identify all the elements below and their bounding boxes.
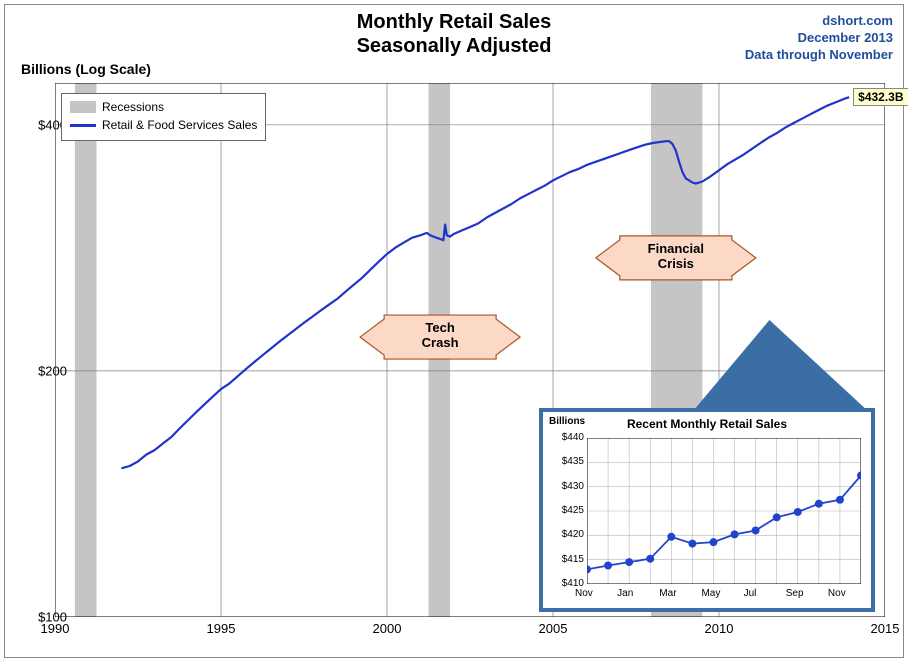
end-value-text: $432.3B bbox=[858, 90, 903, 104]
legend-item-series: Retail & Food Services Sales bbox=[70, 116, 257, 134]
xtick-label: 1990 bbox=[41, 621, 70, 636]
inset-ytick-label: $420 bbox=[562, 529, 584, 540]
inset-ytick-label: $440 bbox=[562, 432, 584, 443]
source-site: dshort.com bbox=[745, 13, 893, 30]
inset-xtick-label: Sep bbox=[786, 588, 804, 599]
source-attribution: dshort.com December 2013 Data through No… bbox=[745, 13, 893, 64]
legend-swatch-line bbox=[70, 124, 96, 127]
legend-label-series: Retail & Food Services Sales bbox=[102, 118, 257, 132]
legend-label-recessions: Recessions bbox=[102, 100, 164, 114]
legend-swatch-recession bbox=[70, 101, 96, 113]
xtick-label: 2015 bbox=[871, 621, 900, 636]
xtick-label: 2010 bbox=[705, 621, 734, 636]
inset-xtick-label: May bbox=[701, 588, 720, 599]
inset-xtick-label: Jul bbox=[744, 588, 757, 599]
inset-xtick-label: Nov bbox=[828, 588, 846, 599]
inset-title: Recent Monthly Retail Sales bbox=[543, 417, 871, 431]
inset-ytick-label: $435 bbox=[562, 456, 584, 467]
chart-frame: Monthly Retail Sales Seasonally Adjusted… bbox=[4, 4, 904, 658]
xtick-label: 2000 bbox=[373, 621, 402, 636]
xtick-label: 2005 bbox=[539, 621, 568, 636]
source-date: December 2013 bbox=[745, 30, 893, 47]
inset-ytick-label: $425 bbox=[562, 505, 584, 516]
inset-ytick-label: $415 bbox=[562, 554, 584, 565]
xtick-label: 1995 bbox=[207, 621, 236, 636]
end-value-badge: $432.3B bbox=[853, 88, 908, 106]
legend: Recessions Retail & Food Services Sales bbox=[61, 93, 266, 141]
inset-ytick-label: $430 bbox=[562, 481, 584, 492]
inset-xtick-label: Nov bbox=[575, 588, 593, 599]
ytick-label: $200 bbox=[38, 363, 67, 378]
inset-xtick-label: Mar bbox=[659, 588, 676, 599]
source-range: Data through November bbox=[745, 47, 893, 64]
legend-item-recessions: Recessions bbox=[70, 98, 257, 116]
yaxis-label: Billions (Log Scale) bbox=[21, 61, 151, 77]
inset-xtick-label: Jan bbox=[617, 588, 633, 599]
inset-chart-frame: Billions Recent Monthly Retail Sales $41… bbox=[539, 408, 875, 612]
inset-plot bbox=[587, 438, 861, 584]
